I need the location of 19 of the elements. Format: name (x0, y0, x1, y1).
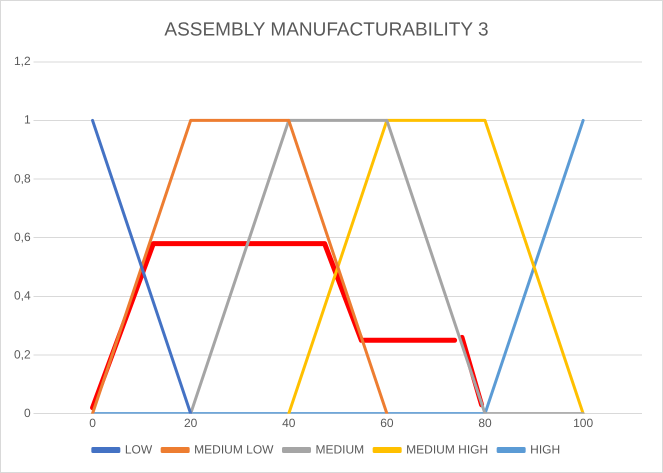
legend-label: MEDIUM (316, 442, 364, 456)
y-tick-label: 0,6 (14, 230, 31, 244)
y-tick-label: 1 (24, 112, 31, 127)
chart-title: ASSEMBLY MANUFACTURABILITY 3 (164, 20, 489, 41)
legend-label: MEDIUM HIGH (406, 442, 488, 456)
x-tick-label: 40 (282, 416, 296, 430)
x-tick-label: 20 (184, 416, 198, 430)
y-tick-label: 0,4 (14, 288, 31, 303)
y-tick-label: 0,8 (14, 171, 31, 186)
legend-label: HIGH (530, 442, 560, 456)
y-tick-label: 0,2 (14, 347, 31, 362)
legend-label: MEDIUM LOW (194, 442, 274, 456)
x-tick-label: 0 (89, 416, 96, 430)
legend-label: LOW (124, 442, 153, 456)
x-tick-label: 80 (478, 416, 492, 430)
x-tick-label: 60 (380, 416, 394, 430)
y-tick-label: 1,2 (14, 54, 31, 68)
x-tick-label: 100 (573, 416, 594, 430)
y-tick-label: 0 (24, 406, 31, 420)
